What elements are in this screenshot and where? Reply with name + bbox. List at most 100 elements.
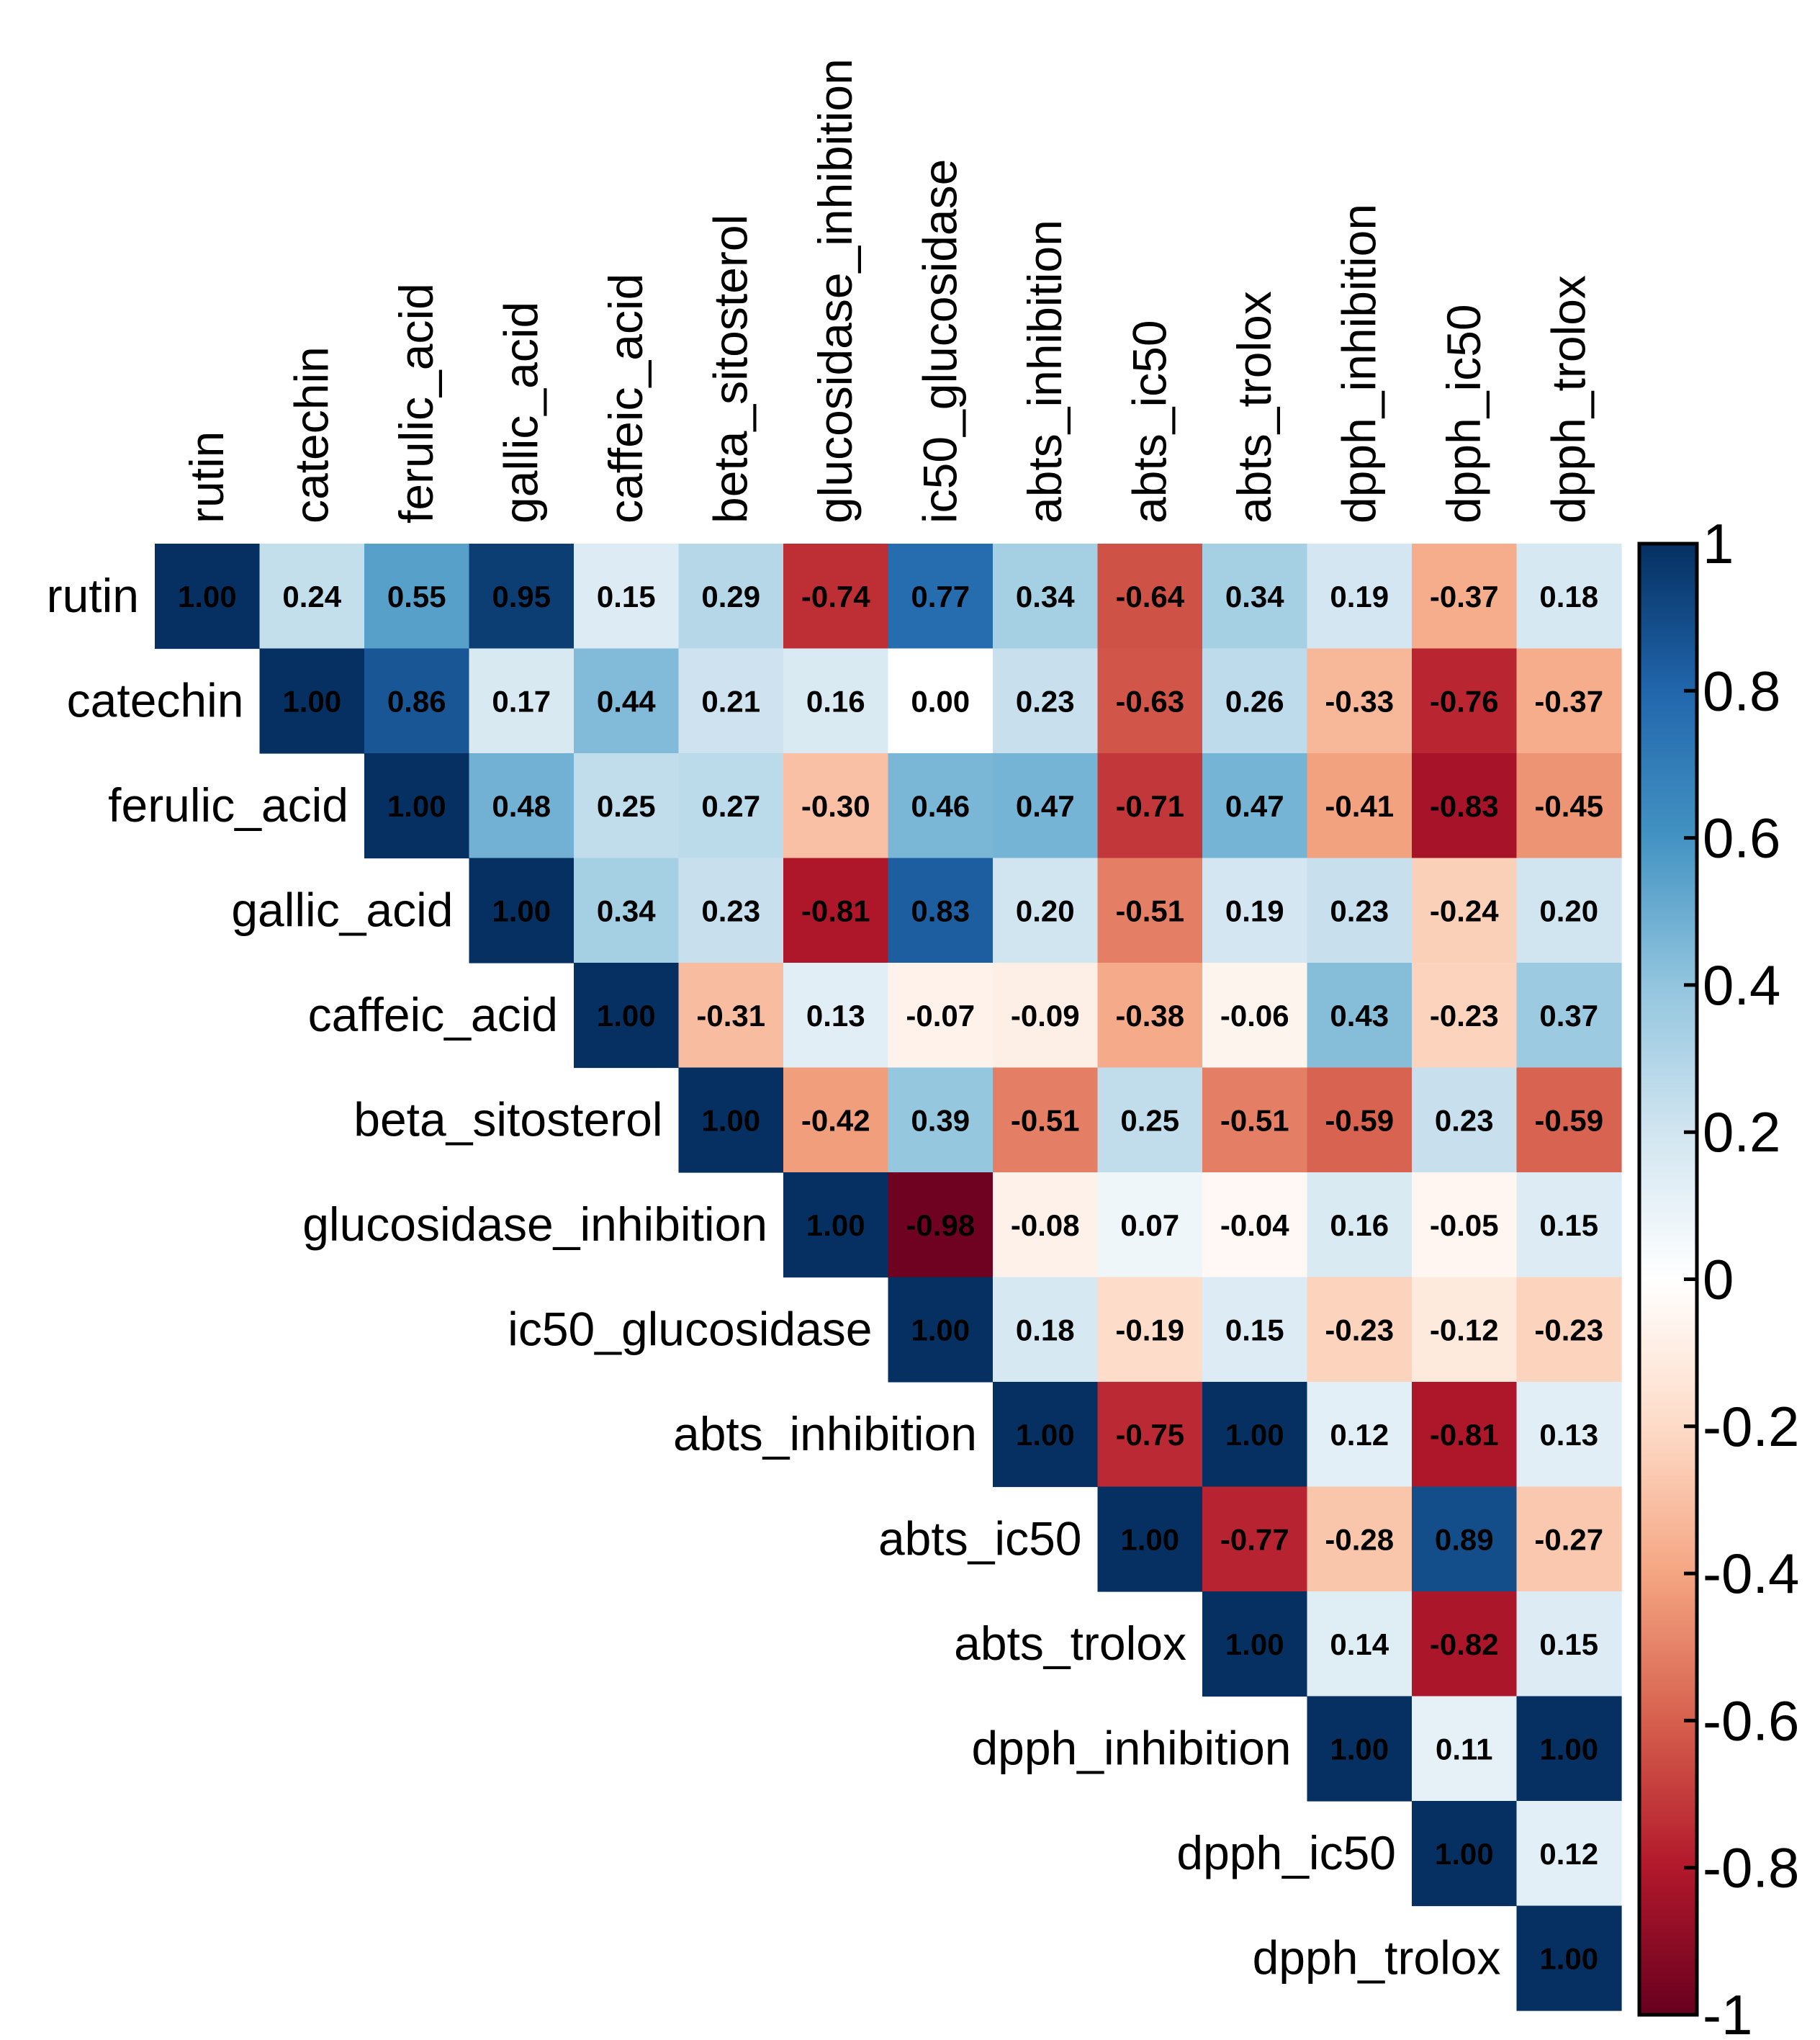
row-label-gallic_acid: gallic_acid <box>231 883 453 936</box>
cell-gallic_acid-dpph_ic50 <box>1412 858 1518 963</box>
cell-beta_sitosterol-abts_ic50 <box>1097 1067 1203 1173</box>
cell-ic50_glucosidase-abts_trolox <box>1202 1277 1308 1383</box>
cell-abts_ic50-dpph_ic50 <box>1412 1486 1518 1592</box>
colorbar-tick-label: -0.8 <box>1703 1836 1799 1900</box>
column-label-catechin: catechin <box>284 346 338 524</box>
cell-rutin-beta_sitosterol <box>678 544 784 650</box>
cell-ferulic_acid-gallic_acid <box>469 753 575 859</box>
cell-ferulic_acid-ferulic_acid <box>364 753 470 859</box>
cell-abts_inhibition-dpph_ic50 <box>1412 1382 1518 1488</box>
cell-abts_ic50-dpph_trolox <box>1516 1486 1622 1592</box>
column-label-abts_inhibition: abts_inhibition <box>1018 220 1071 524</box>
cell-caffeic_acid-dpph_trolox <box>1516 963 1622 1069</box>
cell-ic50_glucosidase-ic50_glucosidase <box>888 1277 994 1383</box>
colorbar-tick-label: 0.8 <box>1703 659 1780 722</box>
cell-value-glucosidase_inhibition-abts_ic50: 0.07 <box>1120 1208 1179 1242</box>
colorbar-tick-label: -0.6 <box>1703 1689 1799 1752</box>
cell-value-abts_inhibition-dpph_inhibition: 0.12 <box>1330 1418 1389 1452</box>
cell-catechin-abts_trolox <box>1202 648 1308 754</box>
cell-dpph_ic50-dpph_ic50 <box>1412 1801 1518 1907</box>
cell-glucosidase_inhibition-ic50_glucosidase <box>888 1172 994 1278</box>
cell-value-beta_sitosterol-dpph_inhibition: -0.59 <box>1325 1103 1394 1137</box>
row-labels: rutin catechin ferulic_acid gallic_acidcaff… <box>47 569 1501 1985</box>
cell-value-ferulic_acid-ic50_glucosidase: 0.46 <box>911 789 970 823</box>
cell-value-catechin-catechin: 1.00 <box>282 684 341 718</box>
cell-catechin-dpph_trolox <box>1516 648 1622 754</box>
cell-value-gallic_acid-dpph_trolox: 0.20 <box>1539 894 1598 927</box>
cell-catechin-dpph_ic50 <box>1412 648 1518 754</box>
cell-rutin-abts_ic50 <box>1097 544 1203 650</box>
row-label-dpph_ic50: dpph_ic50 <box>1176 1826 1396 1879</box>
cell-caffeic_acid-dpph_inhibition <box>1307 963 1413 1069</box>
cell-value-rutin-abts_trolox: 0.34 <box>1225 580 1284 614</box>
cell-ic50_glucosidase-abts_inhibition <box>993 1277 1099 1383</box>
cell-abts_ic50-abts_trolox <box>1202 1486 1308 1592</box>
cell-value-ferulic_acid-glucosidase_inhibition: -0.30 <box>801 789 870 823</box>
cell-catechin-ferulic_acid <box>364 648 470 754</box>
row-label-dpph_inhibition: dpph_inhibition <box>971 1721 1291 1774</box>
cell-gallic_acid-dpph_trolox <box>1516 858 1622 963</box>
colorbar-ticks: 1 0.8 0.6 0.4 0.2 0 -0.2 -0.4 -0.6 -0.8 -1 <box>1684 512 1799 2040</box>
cell-abts_inhibition-abts_inhibition <box>993 1382 1099 1488</box>
cell-value-beta_sitosterol-glucosidase_inhibition: -0.42 <box>801 1103 870 1137</box>
cell-value-ic50_glucosidase-ic50_glucosidase: 1.00 <box>911 1313 970 1347</box>
cell-value-rutin-gallic_acid: 0.95 <box>492 580 551 614</box>
cell-beta_sitosterol-beta_sitosterol <box>678 1067 784 1173</box>
cell-caffeic_acid-dpph_ic50 <box>1412 963 1518 1069</box>
cell-value-ferulic_acid-abts_ic50: -0.71 <box>1115 789 1184 823</box>
cell-value-catechin-abts_trolox: 0.26 <box>1225 684 1284 718</box>
cell-value-rutin-beta_sitosterol: 0.29 <box>701 580 760 614</box>
cell-value-gallic_acid-beta_sitosterol: 0.23 <box>701 894 760 927</box>
cell-value-caffeic_acid-dpph_trolox: 0.37 <box>1539 999 1598 1033</box>
row-label-catechin: catechin <box>67 673 244 727</box>
cell-value-ferulic_acid-dpph_trolox: -0.45 <box>1534 789 1603 823</box>
cell-rutin-rutin <box>155 544 261 650</box>
cell-caffeic_acid-caffeic_acid <box>574 963 680 1069</box>
cell-beta_sitosterol-dpph_trolox <box>1516 1067 1622 1173</box>
cell-ic50_glucosidase-abts_ic50 <box>1097 1277 1203 1383</box>
cell-value-glucosidase_inhibition-dpph_ic50: -0.05 <box>1430 1208 1499 1242</box>
cell-ferulic_acid-abts_trolox <box>1202 753 1308 859</box>
cell-value-catechin-abts_inhibition: 0.23 <box>1016 684 1075 718</box>
cell-beta_sitosterol-dpph_inhibition <box>1307 1067 1413 1173</box>
row-label-abts_inhibition: abts_inhibition <box>673 1407 977 1460</box>
row-label-ferulic_acid: ferulic_acid <box>108 778 348 832</box>
cell-value-gallic_acid-abts_trolox: 0.19 <box>1225 894 1284 927</box>
cell-abts_inhibition-dpph_inhibition <box>1307 1382 1413 1488</box>
column-label-glucosidase_inhibition: glucosidase_inhibition <box>808 58 862 524</box>
cell-abts_trolox-abts_trolox <box>1202 1591 1308 1697</box>
cell-ferulic_acid-dpph_trolox <box>1516 753 1622 859</box>
cell-caffeic_acid-beta_sitosterol <box>678 963 784 1069</box>
cell-ferulic_acid-dpph_ic50 <box>1412 753 1518 859</box>
cell-rutin-abts_trolox <box>1202 544 1308 650</box>
cell-value-catechin-dpph_trolox: -0.37 <box>1534 684 1603 718</box>
cell-value-dpph_inhibition-dpph_trolox: 1.00 <box>1539 1732 1598 1766</box>
cell-glucosidase_inhibition-abts_trolox <box>1202 1172 1308 1278</box>
cell-gallic_acid-abts_trolox <box>1202 858 1308 963</box>
cell-rutin-catechin <box>259 544 365 650</box>
cell-value-ferulic_acid-abts_trolox: 0.47 <box>1225 789 1284 823</box>
column-label-caffeic_acid: caffeic_acid <box>599 274 652 524</box>
cell-value-gallic_acid-caffeic_acid: 0.34 <box>597 894 656 927</box>
cell-caffeic_acid-ic50_glucosidase <box>888 963 994 1069</box>
column-label-dpph_trolox: dpph_trolox <box>1541 275 1595 524</box>
cell-value-catechin-dpph_inhibition: -0.33 <box>1325 684 1394 718</box>
row-label-rutin: rutin <box>47 569 139 622</box>
cell-value-glucosidase_inhibition-glucosidase_inhibition: 1.00 <box>806 1208 865 1242</box>
cell-value-glucosidase_inhibition-abts_trolox: -0.04 <box>1220 1208 1289 1242</box>
cell-dpph_inhibition-dpph_ic50 <box>1412 1696 1518 1802</box>
cell-gallic_acid-abts_ic50 <box>1097 858 1203 963</box>
cell-value-ferulic_acid-abts_inhibition: 0.47 <box>1016 789 1075 823</box>
cell-abts_trolox-dpph_trolox <box>1516 1591 1622 1697</box>
colorbar: 1 0.8 0.6 0.4 0.2 0 -0.2 -0.4 -0.6 -0.8 -1 <box>1637 512 1799 2040</box>
cell-value-caffeic_acid-abts_trolox: -0.06 <box>1220 999 1289 1033</box>
column-label-beta_sitosterol: beta_sitosterol <box>703 215 757 524</box>
cell-value-beta_sitosterol-abts_ic50: 0.25 <box>1120 1103 1179 1137</box>
cell-value-gallic_acid-abts_inhibition: 0.20 <box>1016 894 1075 927</box>
cell-rutin-ic50_glucosidase <box>888 544 994 650</box>
cell-value-gallic_acid-ic50_glucosidase: 0.83 <box>911 894 970 927</box>
cell-gallic_acid-ic50_glucosidase <box>888 858 994 963</box>
cell-value-catechin-abts_ic50: -0.63 <box>1115 684 1184 718</box>
cell-value-gallic_acid-abts_ic50: -0.51 <box>1115 894 1184 927</box>
cell-value-ferulic_acid-dpph_ic50: -0.83 <box>1430 789 1499 823</box>
